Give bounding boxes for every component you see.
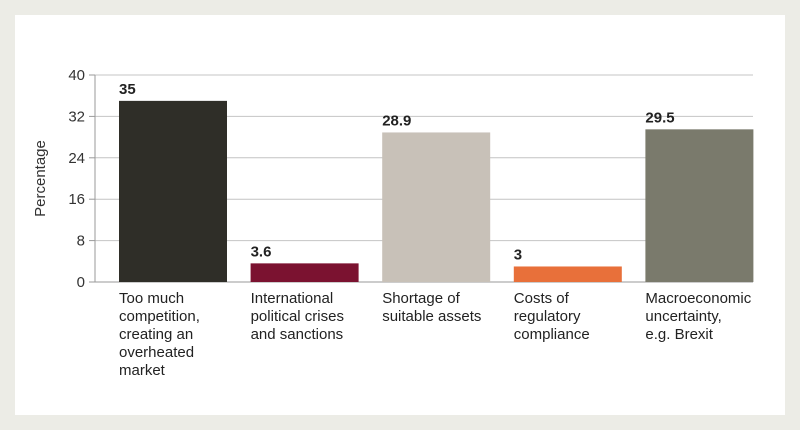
category-label-line: competition, [119,308,200,325]
category-label-line: creating an [119,326,193,343]
category-label-line: Costs of [514,290,570,307]
y-tick-label: 32 [68,108,85,125]
bar [119,100,227,282]
category-labels: Too much competition, creating an overheate… [119,290,752,379]
category-label-line: International [251,290,334,307]
value-label: 35 [119,81,136,98]
y-axis-ticks: 0 8 16 24 32 40 [68,67,96,291]
y-axis-label: Percentage [32,140,49,217]
category-label: Too much competition, creating an overheate… [119,290,200,379]
bar-chart: 0 8 16 24 32 40 Percentage 35 3.6 28.9 3 29.5 Too… [32,67,754,379]
category-label-line: and sanctions [251,326,344,343]
category-label: Macroeconomic uncertainty, e.g. Brexit [645,290,751,343]
category-label-line: suitable assets [382,308,481,325]
category-label: Costs of regulatory compliance [514,290,590,343]
bar [382,132,491,282]
y-tick-label: 8 [77,233,85,250]
value-label: 3.6 [251,243,272,260]
category-label-line: overheated [119,344,194,361]
bar [645,129,754,282]
value-label: 29.5 [645,109,674,126]
category-label-line: regulatory [514,308,581,325]
category-label-line: political crises [251,308,344,325]
value-label: 28.9 [382,112,411,129]
y-tick-label: 40 [68,67,85,84]
value-label: 3 [514,246,522,263]
bar [250,263,359,282]
category-label-line: uncertainty, [645,308,721,325]
category-label-line: Macroeconomic [645,290,751,307]
bar [513,266,622,282]
y-tick-label: 24 [68,150,85,167]
chart-card: 0 8 16 24 32 40 Percentage 35 3.6 28.9 3 29.5 Too… [15,15,785,415]
value-labels: 35 3.6 28.9 3 29.5 [119,81,675,264]
category-label-line: compliance [514,326,590,343]
category-label-line: Shortage of [382,290,460,307]
category-label: Shortage of suitable assets [382,290,481,325]
bars [119,100,754,282]
category-label-line: Too much [119,290,184,307]
category-label: International political crises and sanctio… [251,290,344,343]
category-label-line: market [119,362,166,379]
y-tick-label: 0 [77,274,85,291]
category-label-line: e.g. Brexit [645,326,713,343]
y-tick-label: 16 [68,191,85,208]
